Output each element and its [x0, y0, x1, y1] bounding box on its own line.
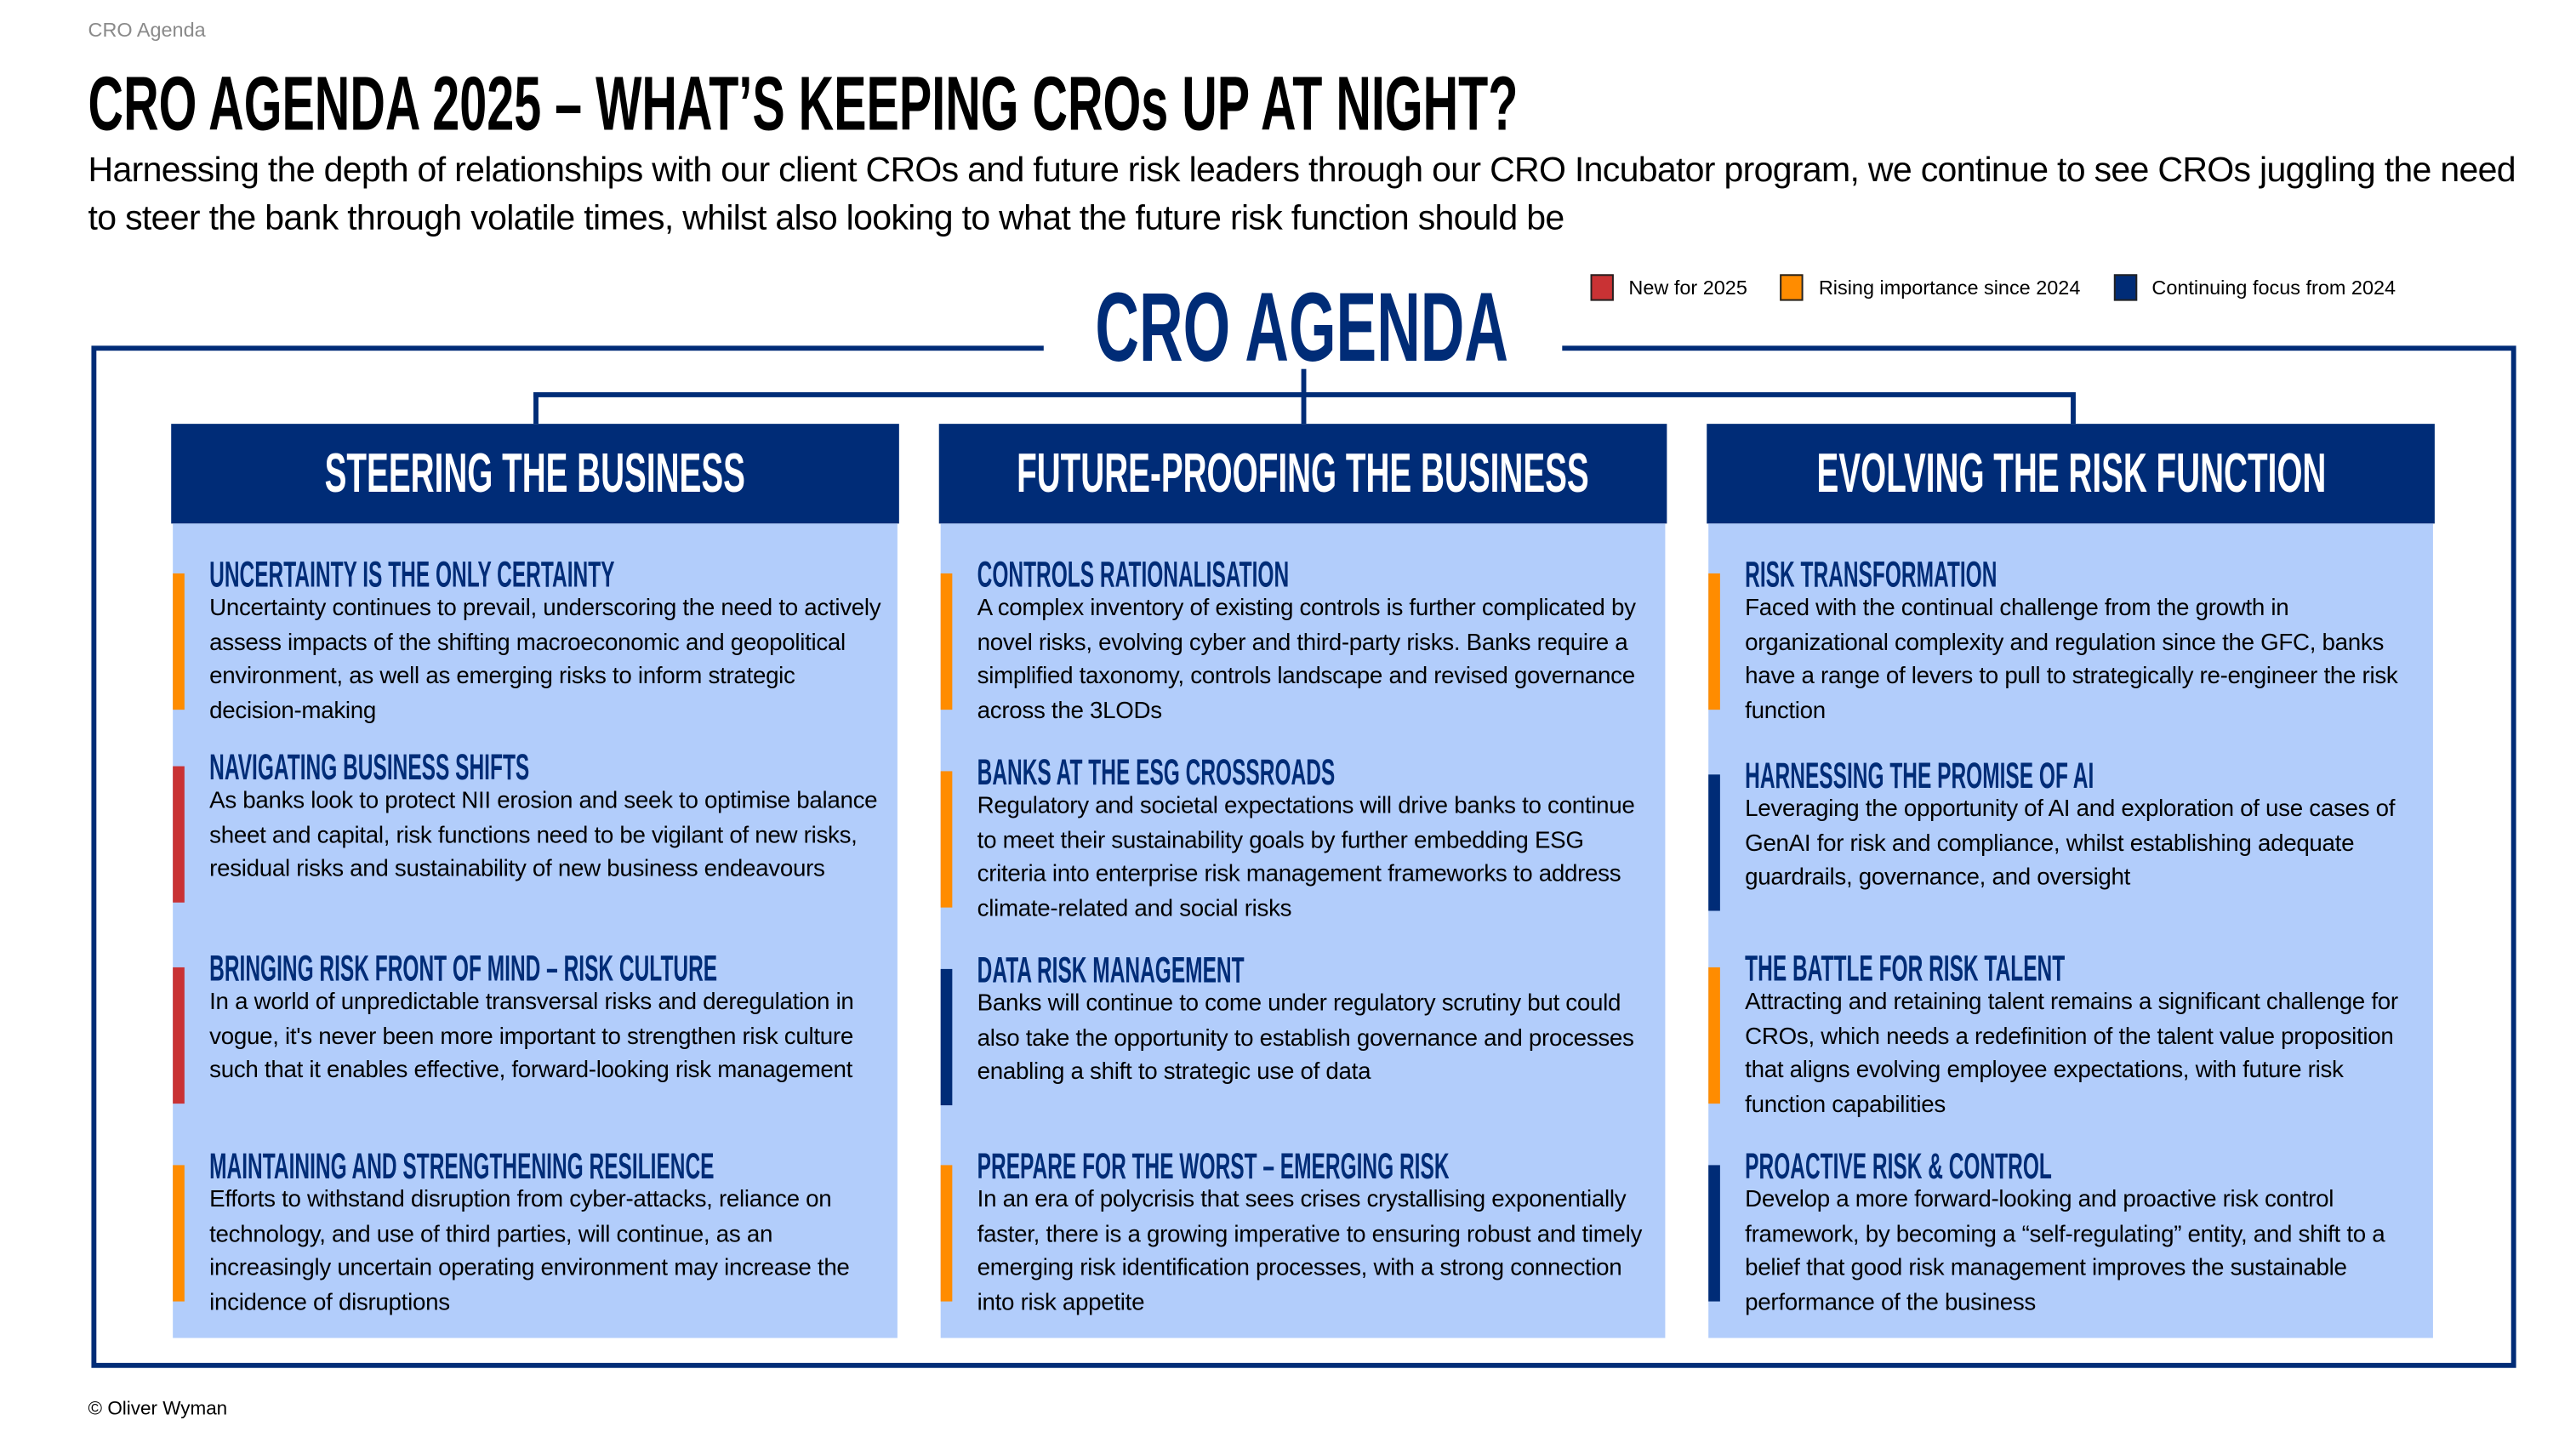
legend-label: Continuing focus from 2024: [2151, 276, 2396, 299]
item-title: PROACTIVE RISK & CONTROL: [1745, 1144, 2052, 1187]
item-description: Efforts to withstand disruption from cyb…: [209, 1186, 850, 1316]
item-title: BRINGING RISK FRONT OF MIND – RISK CULTU…: [209, 947, 718, 990]
breadcrumb: CRO Agenda: [88, 18, 206, 42]
column-body: RISK TRANSFORMATION Faced with the contin…: [1708, 523, 2433, 1338]
column-steering-the-business: STEERING THE BUSINESS UNCERTAINTY IS THE …: [171, 424, 899, 1338]
status-bar: [940, 1165, 953, 1302]
connector-left: [533, 392, 539, 425]
column-body: UNCERTAINTY IS THE ONLY CERTAINTY Uncerta…: [173, 523, 898, 1338]
agenda-title-background: [1043, 282, 1563, 376]
item-title: THE BATTLE FOR RISK TALENT: [1745, 947, 2066, 990]
legend-item-rising: Rising importance since 2024: [1780, 274, 2081, 301]
item-title: DATA RISK MANAGEMENT: [977, 949, 1245, 991]
item-description: Banks will continue to come under regula…: [977, 990, 1634, 1086]
connector-center: [1301, 368, 1307, 425]
legend-item-continuing: Continuing focus from 2024: [2113, 274, 2396, 301]
item-description: In an era of polycrisis that sees crises…: [977, 1186, 1643, 1316]
status-bar: [940, 968, 953, 1106]
item-description: A complex inventory of existing controls…: [977, 595, 1636, 724]
agenda-title: CRO AGENDA: [1095, 272, 1509, 383]
column-evolving-the-risk-function: EVOLVING THE RISK FUNCTION RISK TRANSFORM…: [1707, 424, 2435, 1338]
item-title: CONTROLS RATIONALISATION: [977, 553, 1290, 596]
status-bar: [940, 573, 953, 710]
status-bar: [173, 573, 185, 710]
copyright: © Oliver Wyman: [88, 1399, 228, 1420]
legend-label: New for 2025: [1628, 276, 1747, 299]
column-future-proofing-the-business: FUTURE-PROOFING THE BUSINESS CONTROLS RAT…: [938, 424, 1667, 1338]
legend-label: Rising importance since 2024: [1818, 276, 2081, 299]
status-bar: [173, 766, 185, 903]
legend: New for 2025 Rising importance since 202…: [1590, 274, 2396, 301]
legend-item-new: New for 2025: [1590, 274, 1747, 301]
subtitle: Harnessing the depth of relationships wi…: [88, 151, 2516, 238]
status-bar: [1708, 573, 1720, 710]
item-description: Uncertainty continues to prevail, unders…: [209, 595, 881, 724]
item-title: NAVIGATING BUSINESS SHIFTS: [209, 746, 530, 788]
connector-right: [2071, 392, 2076, 425]
item-title: RISK TRANSFORMATION: [1745, 553, 1998, 596]
page-title: CRO AGENDA 2025 – WHAT’S KEEPING CROs UP…: [88, 60, 1519, 146]
status-bar: [940, 771, 953, 908]
column-header: STEERING THE BUSINESS: [171, 424, 899, 524]
legend-swatch-navy: [2113, 274, 2137, 301]
status-bar: [1708, 1165, 1720, 1302]
item-title: UNCERTAINTY IS THE ONLY CERTAINTY: [209, 553, 615, 596]
item-title: MAINTAINING AND STRENGTHENING RESILIENCE: [209, 1144, 715, 1187]
status-bar: [173, 1165, 185, 1302]
status-bar: [1708, 774, 1720, 911]
legend-swatch-red: [1590, 274, 1614, 301]
item-description: As banks look to protect NII erosion and…: [209, 787, 878, 883]
column-title: STEERING THE BUSINESS: [324, 442, 746, 504]
item-title: HARNESSING THE PROMISE OF AI: [1745, 754, 2094, 796]
column-header: EVOLVING THE RISK FUNCTION: [1707, 424, 2435, 524]
item-description: Develop a more forward-looking and proac…: [1745, 1186, 2385, 1316]
item-title: BANKS AT THE ESG CROSSROADS: [977, 750, 1336, 793]
column-body: CONTROLS RATIONALISATION A complex invent…: [940, 523, 1666, 1338]
status-bar: [173, 967, 185, 1104]
item-title: PREPARE FOR THE WORST – EMERGING RISK: [977, 1144, 1450, 1187]
item-description: Regulatory and societal expectations wil…: [977, 792, 1635, 922]
item-description: Leveraging the opportunity of AI and exp…: [1745, 796, 2396, 892]
status-bar: [1708, 967, 1720, 1104]
item-description: Attracting and retaining talent remains …: [1745, 989, 2398, 1118]
item-description: Faced with the continual challenge from …: [1745, 595, 2398, 724]
column-title: EVOLVING THE RISK FUNCTION: [1815, 442, 2326, 504]
item-description: In a world of unpredictable transversal …: [209, 989, 854, 1084]
column-header: FUTURE-PROOFING THE BUSINESS: [938, 424, 1667, 524]
column-title: FUTURE-PROOFING THE BUSINESS: [1017, 442, 1589, 504]
legend-swatch-orange: [1780, 274, 1804, 301]
